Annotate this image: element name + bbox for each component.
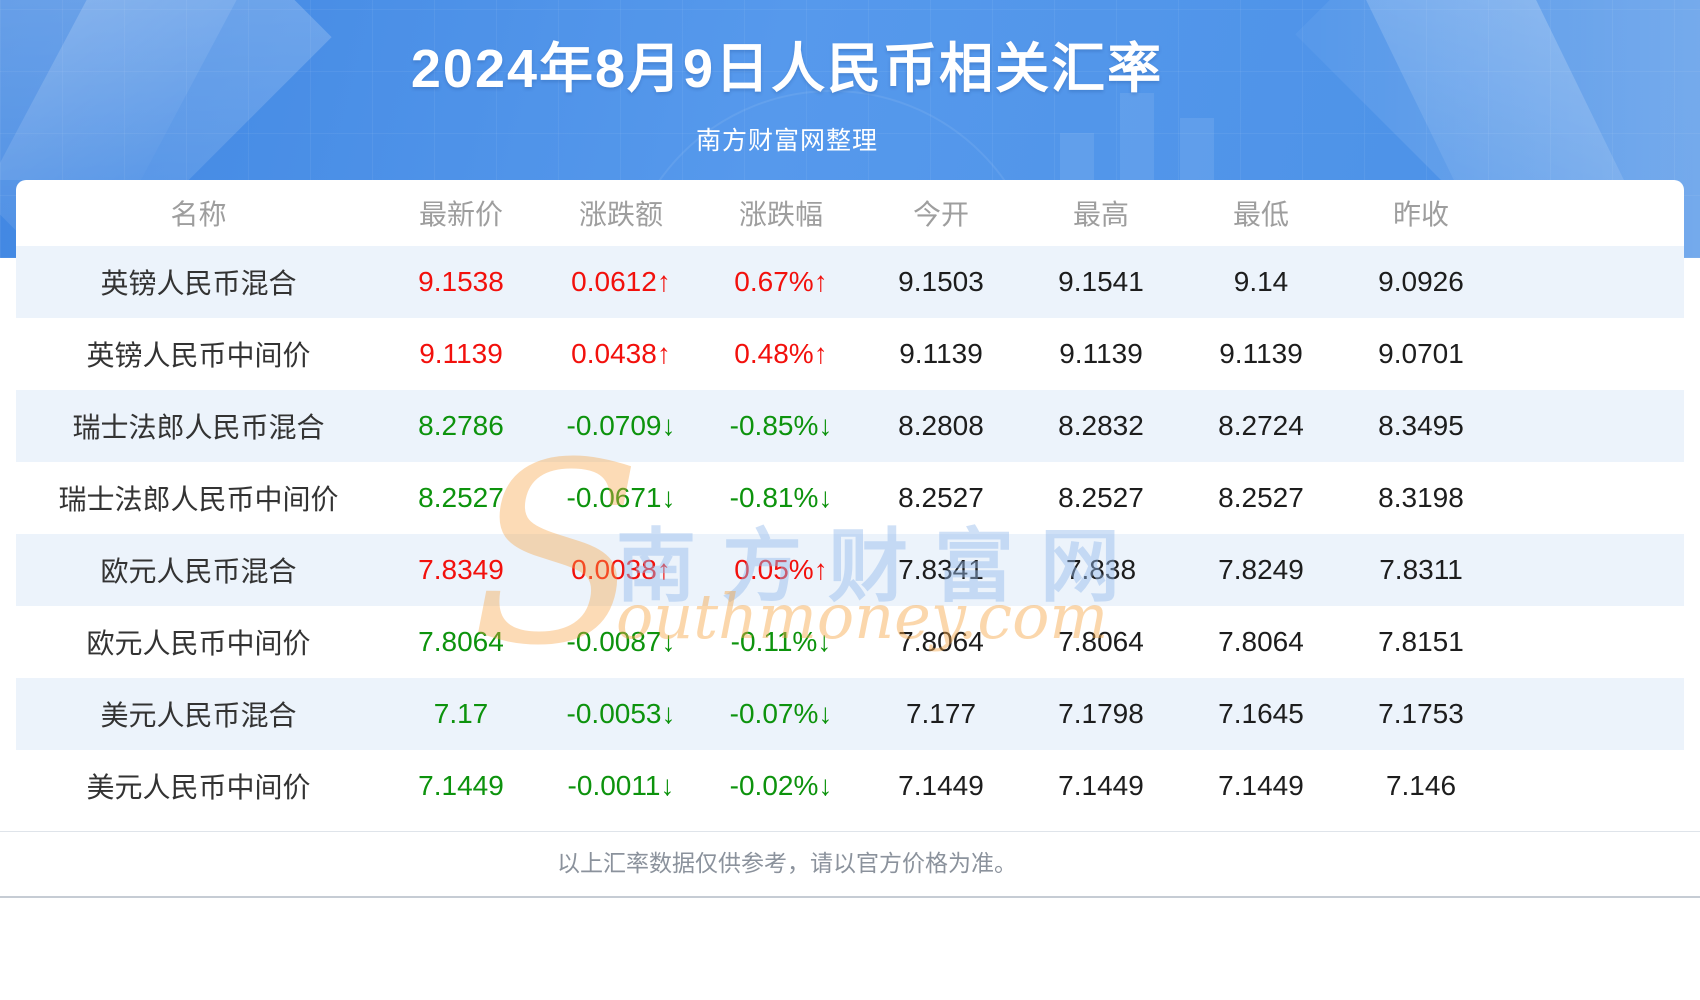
cell-change: -0.0053↓ [541, 678, 701, 750]
cell-low: 8.2724 [1181, 390, 1341, 462]
cell-low: 8.2527 [1218, 482, 1304, 513]
cell-name: 欧元人民币中间价 [86, 628, 311, 659]
column-header-spacer [1501, 180, 1684, 246]
cell-low: 7.8064 [1218, 626, 1304, 657]
cell-pct: -0.02%↓ [729, 770, 833, 801]
table-header-row: 名称 最新价 涨跌额 涨跌幅 今开 最高 最低 昨收 [16, 180, 1684, 246]
cell-open: 9.1139 [899, 338, 983, 369]
cell-pct: -0.81%↓ [729, 482, 833, 513]
cell-low: 7.1449 [1218, 770, 1304, 801]
cell-spacer [1501, 678, 1684, 750]
cell-high: 7.8064 [1058, 626, 1144, 657]
column-header-4: 涨跌幅 [738, 199, 823, 230]
cell-prev-close: 8.3198 [1378, 482, 1464, 513]
cell-pct: -0.07%↓ [701, 678, 861, 750]
cell-spacer [1501, 534, 1684, 606]
cell-spacer [1501, 390, 1684, 462]
table-row: 欧元人民币混合 7.8349 0.0038↑ 0.05%↑ 7.8341 7.838 7.8… [16, 534, 1684, 606]
table-row: 瑞士法郎人民币混合 8.2786 -0.0709↓ -0.85%↓ 8.2808 8.28… [16, 390, 1684, 462]
cell-change: 0.0038↑ [541, 534, 701, 606]
page-title: 2024年8月9日人民币相关汇率 [410, 39, 1164, 99]
column-header-5: 今开 [912, 199, 969, 230]
cell-latest: 7.8349 [381, 534, 541, 606]
column-header-6: 最高 [1072, 199, 1129, 230]
column-header-3: 涨跌额 [578, 199, 663, 230]
cell-low: 9.1139 [1219, 338, 1303, 369]
cell-prev-close: 9.0926 [1341, 246, 1501, 318]
cell-high: 9.1541 [1021, 246, 1181, 318]
footer-disclaimer: 以上汇率数据仅供参考，请以官方价格为准。 [557, 850, 1017, 876]
footer-divider-top [0, 831, 1700, 832]
cell-name: 瑞士法郎人民币混合 [16, 390, 381, 462]
cell-low: 9.14 [1181, 246, 1341, 318]
rates-table: 名称 最新价 涨跌额 涨跌幅 今开 最高 最低 昨收 英镑人民币混合 9.1538 0.0612↑… [16, 180, 1684, 822]
cell-low: 7.8249 [1181, 534, 1341, 606]
cell-prev-close: 7.1753 [1341, 678, 1501, 750]
cell-latest: 9.1139 [419, 338, 503, 369]
cell-spacer [1501, 750, 1684, 822]
cell-prev-close: 8.3495 [1341, 390, 1501, 462]
cell-change: -0.0709↓ [541, 390, 701, 462]
cell-name: 美元人民币混合 [16, 678, 381, 750]
table-row: 美元人民币中间价 7.1449 -0.0011↓ -0.02%↓ 7.1449 7.144… [16, 750, 1684, 822]
cell-latest: 9.1538 [381, 246, 541, 318]
cell-name: 英镑人民币中间价 [86, 340, 311, 371]
rates-card: 名称 最新价 涨跌额 涨跌幅 今开 最高 最低 昨收 英镑人民币混合 9.1538 0.0612↑… [16, 180, 1684, 824]
cell-high: 7.838 [1021, 534, 1181, 606]
cell-latest: 7.17 [381, 678, 541, 750]
cell-spacer [1501, 606, 1684, 678]
cell-pct: 0.48%↑ [734, 338, 828, 369]
cell-change: -0.0671↓ [566, 482, 676, 513]
cell-change: -0.0011↓ [567, 770, 675, 801]
cell-latest: 7.1449 [418, 770, 504, 801]
cell-high: 8.2832 [1021, 390, 1181, 462]
cell-prev-close: 7.8311 [1341, 534, 1501, 606]
cell-name: 美元人民币中间价 [86, 772, 311, 803]
cell-prev-close: 7.8151 [1378, 626, 1464, 657]
cell-latest: 7.8064 [418, 626, 504, 657]
cell-open: 7.177 [861, 678, 1021, 750]
table-row: 瑞士法郎人民币中间价 8.2527 -0.0671↓ -0.81%↓ 8.2527 8.2… [16, 462, 1684, 534]
cell-pct: -0.85%↓ [701, 390, 861, 462]
column-header-2: 最新价 [418, 199, 503, 230]
cell-pct: 0.05%↑ [701, 534, 861, 606]
column-header-1: 名称 [170, 199, 227, 230]
cell-pct: -0.11%↓ [730, 626, 832, 657]
cell-change: 0.0612↑ [541, 246, 701, 318]
cell-spacer [1501, 246, 1684, 318]
cell-open: 7.1449 [898, 770, 984, 801]
cell-high: 7.1449 [1058, 770, 1144, 801]
cell-high: 7.1798 [1021, 678, 1181, 750]
cell-name: 英镑人民币混合 [16, 246, 381, 318]
cell-high: 9.1139 [1059, 338, 1143, 369]
cell-change: 0.0438↑ [571, 338, 671, 369]
cell-spacer [1501, 462, 1684, 534]
table-row: 美元人民币混合 7.17 -0.0053↓ -0.07%↓ 7.177 7.1798 7.1… [16, 678, 1684, 750]
table-row: 英镑人民币中间价 9.1139 0.0438↑ 0.48%↑ 9.1139 9.1139 9… [16, 318, 1684, 390]
cell-latest: 8.2786 [381, 390, 541, 462]
page-subtitle: 南方财富网整理 [695, 127, 878, 155]
cell-low: 7.1645 [1181, 678, 1341, 750]
cell-open: 8.2808 [861, 390, 1021, 462]
cell-name: 欧元人民币混合 [16, 534, 381, 606]
cell-high: 8.2527 [1058, 482, 1144, 513]
cell-open: 9.1503 [861, 246, 1021, 318]
cell-change: -0.0087↓ [566, 626, 676, 657]
column-header-8: 昨收 [1392, 199, 1449, 230]
cell-open: 7.8064 [898, 626, 984, 657]
cell-prev-close: 9.0701 [1378, 338, 1464, 369]
cell-open: 7.8341 [861, 534, 1021, 606]
footer-divider-bottom [0, 896, 1700, 898]
cell-open: 8.2527 [898, 482, 984, 513]
table-row: 欧元人民币中间价 7.8064 -0.0087↓ -0.11%↓ 7.8064 7.806… [16, 606, 1684, 678]
table-row: 英镑人民币混合 9.1538 0.0612↑ 0.67%↑ 9.1503 9.1541 9.… [16, 246, 1684, 318]
cell-name: 瑞士法郎人民币中间价 [58, 484, 339, 515]
cell-pct: 0.67%↑ [701, 246, 861, 318]
cell-latest: 8.2527 [418, 482, 504, 513]
cell-spacer [1501, 318, 1684, 390]
column-header-7: 最低 [1232, 199, 1289, 230]
cell-prev-close: 7.146 [1385, 770, 1457, 801]
